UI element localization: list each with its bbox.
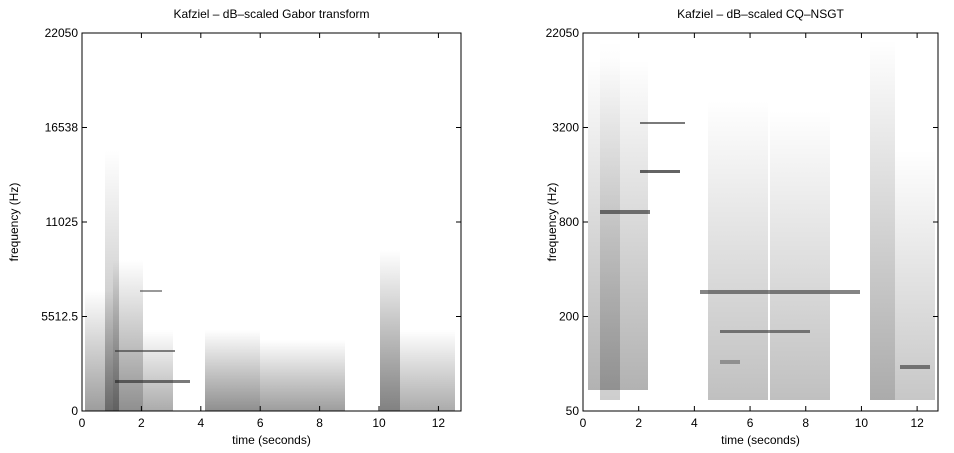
y-tick-label: 3200 [552,121,579,135]
x-tick-label: 10 [855,416,869,430]
x-tick-label: 4 [197,416,204,430]
y-tick-label: 22050 [45,26,79,40]
x-tick-label: 0 [79,416,86,430]
x-tick-label: 6 [257,416,264,430]
x-tick-label: 10 [372,416,386,430]
x-tick-label: 8 [316,416,323,430]
x-axis-label: time (seconds) [721,433,800,447]
x-axis-label: time (seconds) [232,433,311,447]
x-tick-label: 8 [802,416,809,430]
y-tick-label: 22050 [546,26,580,40]
chart-title: Kafziel – dB–scaled CQ–NSGT [677,7,844,21]
y-tick-label: 800 [559,215,579,229]
spectrogram-texture-left [85,150,455,411]
chart-title: Kafziel – dB–scaled Gabor transform [173,7,369,21]
x-tick-label: 0 [580,416,587,430]
y-tick-label: 5512.5 [41,310,78,324]
x-tick-label: 2 [635,416,642,430]
x-tick-label: 6 [747,416,754,430]
y-axis-label: frequency (Hz) [7,183,21,262]
y-tick-label: 0 [71,404,78,418]
y-tick-label: 16538 [45,120,79,134]
y-tick-label: 11025 [46,215,79,229]
y-axis-label: frequency (Hz) [545,183,559,262]
spectrogram-texture-right [588,40,935,400]
x-tick-label: 12 [432,416,446,430]
y-tick-label: 50 [566,404,580,418]
x-tick-label: 4 [691,416,698,430]
x-tick-label: 2 [138,416,145,430]
x-tick-label: 12 [910,416,924,430]
y-tick-label: 200 [559,310,579,324]
